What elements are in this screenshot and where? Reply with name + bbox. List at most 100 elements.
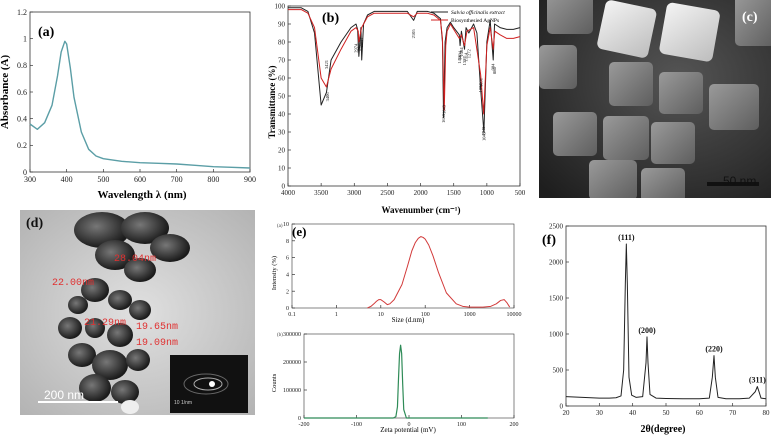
x-tick-label: 100 [421, 312, 430, 318]
plot-frame [303, 333, 515, 419]
tem-size-label-2: 22.00nm [52, 278, 95, 289]
uv-vis-chart: (a) Wavelength λ (nm) Absorbance (A) 300… [0, 8, 256, 201]
series-line-0 [565, 243, 767, 400]
peak-annotation: 2888 [359, 38, 364, 48]
tem-scale-label: 200 nm [44, 388, 85, 402]
y-tick-label: 80 [278, 38, 286, 46]
nanoparticle-cluster [58, 212, 190, 414]
x-tick-label: 2000 [414, 189, 429, 197]
panel-a-uv-vis: (a) Wavelength λ (nm) Absorbance (A) 300… [0, 0, 260, 205]
series-line-0 [304, 344, 488, 419]
x-tick-label: 0 [408, 422, 411, 428]
peak-annotation: 1416 [457, 54, 462, 64]
peak-annotation: 3406 [325, 92, 330, 102]
peak-label: (311) [749, 376, 766, 385]
y-tick-label: 0.2 [17, 141, 27, 150]
panel-e-dls-zeta: (a) (e) Size (d.nm) Intensity (%) 0.1 1 10… [268, 218, 522, 435]
x-tick-label: 3500 [314, 189, 329, 197]
panel-label-a: (a) [38, 25, 55, 40]
x-axis-label: Zeta potential (mV) [380, 426, 436, 434]
x-tick-label: 200 [510, 422, 519, 428]
y-tick-label: 100000 [283, 388, 301, 394]
y-tick-label: 0 [282, 182, 286, 190]
y-axis-label: Counts [271, 373, 278, 392]
peak-annotation: 1094 [478, 83, 483, 93]
peak-annotation: 1643 [442, 104, 447, 114]
x-axis-label: Wavelength λ (nm) [97, 189, 186, 201]
y-tick-label: 300000 [283, 332, 301, 338]
y-tick-label: 30 [278, 128, 286, 136]
y-tick-label: 50 [278, 92, 286, 100]
series-line-0 [367, 236, 511, 309]
peak-annotation: 1337 [462, 56, 467, 66]
tem-size-label-3: 21.29nm [84, 318, 127, 329]
subpanel-b-marker: (b) [277, 333, 283, 338]
x-tick-label: 500 [97, 175, 109, 184]
peak-annotation: 1653 [441, 113, 446, 123]
peak-annotation: 1314 [464, 52, 469, 62]
x-tick-label: 40 [629, 409, 637, 417]
x-tick-label: 70 [729, 409, 737, 417]
peak-label: (200) [638, 326, 656, 335]
legend-extract: Salvia officinalis extract [451, 9, 505, 16]
y-tick-label: 200000 [283, 360, 301, 366]
panel-d-tem-image: (d) 28.04nm 22.00nm 21.29nm 19.65nm 19.0… [20, 210, 255, 415]
y-tick-label: 0 [298, 416, 301, 422]
x-tick-label: 500 [515, 189, 526, 197]
peak-annotation: 1045 [481, 131, 486, 141]
peak-annotation: 1048 [481, 126, 486, 136]
y-tick-label: 0.6 [17, 88, 27, 97]
y-tick-label: 0 [560, 402, 564, 410]
y-axis-label: Transmittance (%) [268, 65, 277, 138]
panel-label-d: (d) [26, 216, 44, 231]
legend-agnp: Biosynthesied AgNPs [451, 18, 499, 24]
x-tick-label: 10 [378, 312, 384, 318]
x-tick-label: 0.1 [288, 312, 296, 318]
sem-scale-label: 50 nm [723, 174, 757, 188]
saed-inset-scale-label: 10 1/nm [174, 400, 193, 406]
x-tick-label: 300 [24, 175, 36, 184]
plot-frame [565, 225, 767, 407]
x-tick-label: -200 [299, 422, 310, 428]
panel-label-c: (c) [742, 10, 758, 25]
y-tick-label: 1000 [549, 330, 564, 338]
y-tick-label: 8 [286, 239, 289, 245]
plot-frame [291, 223, 515, 309]
y-tick-label: 100 [275, 2, 286, 10]
xrd-chart: (f) 2θ(degree) 20 30 40 50 60 70 80 0 500 1000 150… [542, 222, 770, 435]
zeta-chart: (b) Zeta potential (mV) Counts -200 -100 0… [271, 332, 519, 434]
x-tick-label: 50 [663, 409, 671, 417]
x-tick-label: 1000 [480, 189, 495, 197]
peak-annotation: 1272 [466, 49, 471, 58]
sem-cubes [539, 0, 771, 198]
y-tick-label: 0.8 [17, 61, 27, 70]
y-tick-label: 70 [278, 56, 286, 64]
tem-size-label-4: 19.65nm [136, 322, 179, 333]
subpanel-a-marker: (a) [277, 224, 283, 229]
plot-frame [29, 11, 251, 173]
series-line-0 [29, 40, 251, 169]
tem-size-label-1: 28.04nm [114, 254, 157, 265]
y-tick-label: 2 [286, 289, 289, 295]
x-tick-label: 1000 [464, 312, 476, 318]
y-tick-label: 10 [278, 164, 286, 172]
x-tick-label: 700 [171, 175, 183, 184]
y-axis-label: Absorbance (A) [0, 55, 11, 130]
y-tick-label: 2000 [549, 258, 564, 266]
peak-annotation: 2974 [354, 43, 359, 53]
y-tick-label: 0 [23, 168, 27, 177]
x-tick-label: 2500 [380, 189, 395, 197]
y-tick-label: 4 [286, 273, 289, 279]
x-tick-label: 20 [563, 409, 571, 417]
x-tick-label: 10000 [507, 312, 522, 318]
panel-label-f: (f) [542, 233, 556, 248]
panel-b-ftir: (b) Wavenumber (cm⁻¹) Transmittance (%) … [267, 0, 526, 220]
dls-chart: (a) (e) Size (d.nm) Intensity (%) 0.1 1 10… [271, 222, 522, 324]
series-line-0 [288, 7, 521, 133]
y-tick-label: 90 [278, 20, 286, 28]
tem-size-label-5: 19.09nm [136, 338, 179, 349]
y-tick-label: 2500 [549, 222, 564, 230]
y-tick-label: 500 [553, 366, 564, 374]
peak-annotation: 1091 [478, 78, 483, 87]
peak-annotation: 2931 [356, 42, 361, 51]
